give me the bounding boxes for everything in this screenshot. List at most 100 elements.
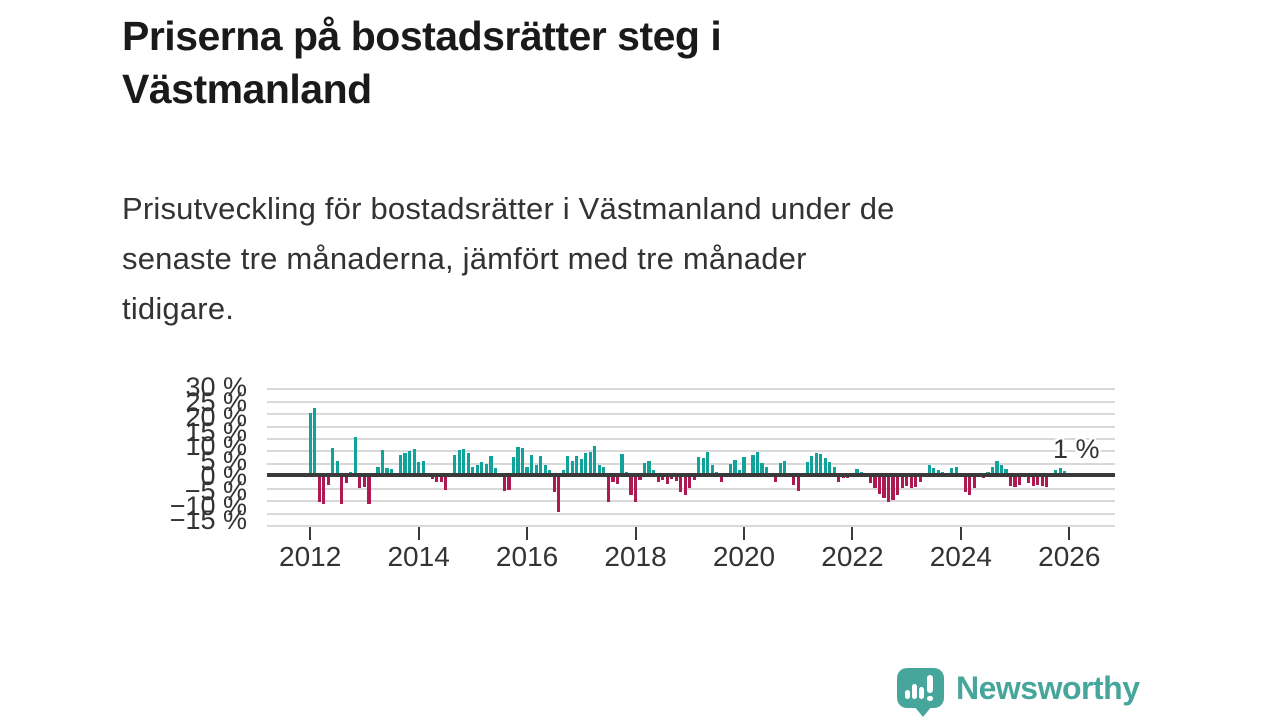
- bar: [362, 475, 366, 487]
- bar: [633, 475, 638, 503]
- bar: [774, 475, 778, 483]
- bar: [819, 454, 823, 476]
- title-line-1: Priserna på bostadsrätter steg i: [122, 13, 722, 59]
- bar: [1036, 475, 1040, 485]
- bar: [1054, 470, 1058, 476]
- bar: [837, 475, 841, 482]
- x-tick-label: 2016: [495, 541, 559, 573]
- bar: [502, 475, 507, 491]
- bar: [755, 451, 760, 476]
- bar: [602, 466, 606, 476]
- subtitle-line-2: senaste tre månaderna, jämfört med tre m…: [122, 241, 807, 276]
- bar: [683, 475, 687, 495]
- bar: [963, 475, 967, 493]
- bar: [968, 475, 972, 495]
- bar: [814, 453, 818, 476]
- bar: [742, 456, 746, 476]
- bar: [380, 450, 385, 476]
- x-tick: [1068, 527, 1071, 541]
- x-tick: [526, 527, 529, 541]
- zero-baseline: [267, 473, 1115, 478]
- bar: [353, 436, 357, 476]
- bar: [1063, 470, 1067, 476]
- chart-subtitle: Prisutveckling för bostadsrätter i Västm…: [122, 184, 1172, 334]
- logo-exclamation-bar: [927, 675, 933, 693]
- newsworthy-bar-chart-bubble-icon: [897, 668, 944, 708]
- bar: [665, 475, 669, 485]
- bar: [489, 455, 493, 476]
- x-tick-label: 2020: [712, 541, 776, 573]
- bar: [751, 454, 755, 476]
- bar: [1031, 475, 1035, 486]
- bar-chart: 30 % 25 % 20 % 15 % 10 % 5 % 0 % −5 % −10 % −15 %…: [0, 360, 1280, 590]
- bar: [534, 464, 538, 476]
- bar: [692, 475, 696, 481]
- bar: [317, 475, 321, 503]
- bar: [733, 459, 737, 476]
- bar: [868, 475, 873, 484]
- bar: [444, 475, 448, 490]
- bar: [588, 451, 592, 476]
- y-tick-label: 0 %: [200, 461, 247, 491]
- x-tick-label: 2022: [821, 541, 884, 573]
- gridline: [267, 500, 1115, 503]
- bar: [706, 451, 710, 476]
- bar: [783, 460, 787, 476]
- bar: [606, 475, 610, 502]
- bar: [796, 475, 800, 491]
- x-tick-label: 2012: [279, 541, 342, 573]
- bar: [674, 475, 678, 481]
- bar: [710, 464, 714, 476]
- bar: [1004, 469, 1008, 476]
- bar: [697, 456, 701, 476]
- x-tick: [959, 527, 962, 541]
- gridline: [267, 450, 1115, 453]
- subtitle-line-3: tidigare.: [122, 291, 235, 326]
- logo-bar-1: [905, 690, 910, 699]
- bar: [873, 475, 877, 489]
- gridline: [267, 413, 1115, 416]
- logo-exclamation-dot: [927, 695, 933, 701]
- bar: [417, 461, 421, 476]
- gridline: [267, 400, 1115, 403]
- x-tick-label: 2018: [604, 541, 667, 573]
- bar: [1013, 475, 1017, 487]
- bar: [611, 475, 615, 482]
- y-tick-label: −10 %: [169, 490, 247, 521]
- bar: [656, 475, 660, 482]
- x-tick-label: 2024: [929, 541, 992, 573]
- bar: [511, 456, 516, 476]
- bar: [471, 466, 475, 476]
- bar: [457, 450, 461, 476]
- bar: [950, 468, 954, 476]
- gridline: [267, 487, 1115, 490]
- bar: [335, 460, 339, 476]
- bar: [954, 466, 958, 476]
- bar: [900, 475, 904, 489]
- y-tick-label: 15 %: [185, 416, 247, 447]
- bar: [493, 468, 498, 476]
- bar: [891, 475, 895, 500]
- x-tick: [851, 527, 854, 541]
- gridline: [267, 425, 1115, 428]
- bar: [896, 475, 900, 495]
- bar: [484, 463, 488, 476]
- bar: [376, 467, 380, 476]
- bar: [810, 456, 814, 476]
- bar: [832, 466, 836, 476]
- bar: [805, 461, 809, 476]
- bar: [561, 470, 565, 476]
- logo-bubble-tail: [914, 706, 932, 717]
- y-tick-label: 5 %: [200, 446, 247, 477]
- bar: [855, 469, 859, 476]
- bar: [882, 475, 886, 499]
- bar: [507, 475, 511, 490]
- y-tick-label: 30 %: [185, 372, 247, 403]
- x-tick: [742, 527, 745, 541]
- y-tick-label: −5 %: [184, 475, 247, 506]
- bar: [403, 453, 407, 476]
- bar: [927, 464, 931, 476]
- bar: [367, 475, 371, 504]
- bar: [877, 475, 882, 495]
